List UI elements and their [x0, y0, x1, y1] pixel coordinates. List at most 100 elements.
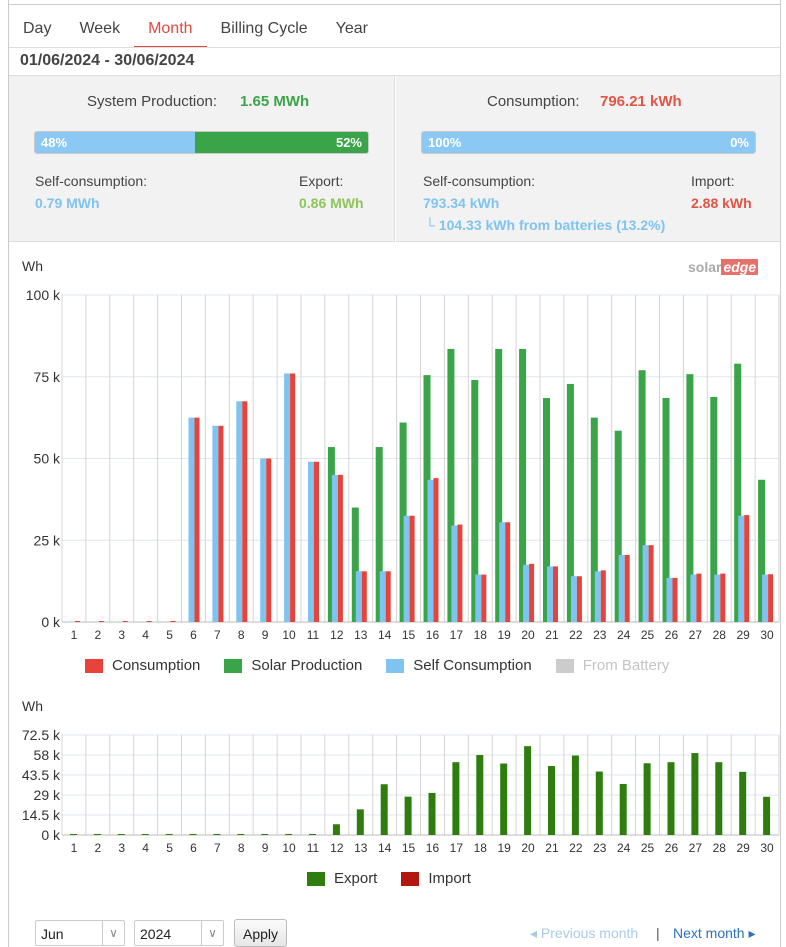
- bar-self-consumption: [379, 571, 386, 622]
- legend-label-consumption: Consumption: [112, 657, 201, 674]
- previous-month-link[interactable]: ◂ Previous month: [530, 925, 638, 942]
- bar-solar-production: [662, 398, 670, 622]
- y-tick-label: 14.5 k: [22, 807, 61, 823]
- export-label: Export:: [299, 173, 344, 189]
- x-tick-label: 20: [521, 628, 535, 642]
- legend-import[interactable]: Import: [401, 870, 471, 887]
- bar-self-consumption: [451, 525, 458, 622]
- x-tick-label: 26: [665, 841, 679, 855]
- bar-self-consumption: [284, 373, 291, 622]
- x-tick-label: 4: [142, 628, 149, 642]
- legend-label-solar-production: Solar Production: [251, 657, 363, 674]
- legend-solar-production[interactable]: Solar Production: [224, 657, 362, 674]
- bar-export: [452, 762, 460, 835]
- apply-button[interactable]: Apply: [234, 919, 288, 947]
- bar-consumption: [433, 478, 439, 622]
- legend-consumption[interactable]: Consumption: [85, 657, 200, 674]
- x-tick-label: 23: [593, 841, 607, 855]
- legend-from-battery[interactable]: From Battery: [555, 657, 669, 674]
- legend-label-self-consumption: Self Consumption: [413, 657, 532, 674]
- y-tick-label: 0 k: [41, 827, 61, 843]
- bar-self-consumption: [499, 522, 506, 622]
- triangle-left-icon: ◂: [530, 925, 541, 941]
- bar-solar-production: [327, 447, 335, 622]
- next-month-label: Next month: [673, 925, 745, 941]
- x-tick-label: 4: [142, 841, 149, 855]
- bar-self-consumption: [403, 515, 410, 622]
- bar-consumption: [457, 524, 463, 622]
- bar-self-consumption: [331, 474, 338, 622]
- bar-consumption: [314, 461, 319, 622]
- y-tick-label: 58 k: [34, 747, 61, 763]
- legend-self-consumption[interactable]: Self Consumption: [386, 657, 532, 674]
- tab-month[interactable]: Month: [134, 14, 207, 48]
- x-tick-label: 18: [474, 841, 488, 855]
- bar-solar-production: [375, 447, 383, 622]
- x-tick-label: 22: [569, 628, 583, 642]
- tab-billing-cycle[interactable]: Billing Cycle: [220, 20, 308, 37]
- x-tick-label: 10: [282, 841, 296, 855]
- bar-solar-production: [471, 380, 479, 622]
- y-tick-label: 75 k: [34, 369, 61, 385]
- production-self-label: Self-consumption:: [35, 173, 148, 189]
- production-self-value: 0.79 MWh: [35, 195, 100, 211]
- x-tick-label: 13: [354, 628, 368, 642]
- chevron-down-icon: ∨: [201, 921, 223, 945]
- tab-day[interactable]: Day: [23, 20, 52, 37]
- bar-solar-production: [399, 422, 407, 622]
- bar-export: [404, 796, 412, 835]
- x-tick-label: 12: [330, 841, 344, 855]
- bar-self-consumption: [427, 479, 434, 622]
- x-tick-label: 6: [190, 628, 197, 642]
- x-tick-label: 13: [354, 841, 368, 855]
- bar-solar-production: [638, 370, 646, 622]
- x-tick-label: 20: [521, 841, 535, 855]
- y-tick-label: 50 k: [34, 451, 61, 467]
- bar-self-consumption: [570, 576, 577, 622]
- previous-month-label: Previous month: [540, 925, 639, 941]
- y-tick-label: 72.5 k: [22, 727, 61, 743]
- bar-export: [500, 763, 508, 835]
- year-select-value: 2024: [140, 926, 172, 942]
- bar-self-consumption: [666, 577, 673, 622]
- x-tick-label: 12: [330, 628, 344, 642]
- bar-consumption: [218, 425, 224, 622]
- import-value: 2.88 kWh: [691, 195, 752, 211]
- bar-consumption: [768, 574, 774, 622]
- month-select[interactable]: Jun ∨: [35, 920, 125, 946]
- bar-self-consumption: [714, 574, 721, 622]
- battery-note: └ 104.33 kWh from batteries (13.2%): [425, 217, 665, 233]
- next-month-link[interactable]: Next month ▸: [673, 925, 756, 942]
- panel-frame: [8, 0, 781, 947]
- bar-solar-production: [734, 363, 742, 622]
- x-tick-label: 28: [713, 628, 727, 642]
- bar-self-consumption: [212, 425, 219, 622]
- chevron-down-icon: ∨: [102, 921, 124, 945]
- bar-export: [739, 771, 747, 835]
- bar-self-consumption: [547, 566, 553, 622]
- energy-summary: System Production: 1.65 MWh 48% 52% Self…: [9, 75, 780, 242]
- bar-self-consumption: [355, 571, 362, 622]
- x-tick-label: 11: [307, 628, 320, 642]
- bar-export: [667, 762, 675, 835]
- legend-label-export: Export: [334, 870, 378, 887]
- bar-self-consumption: [762, 574, 769, 622]
- consumption-self-segment: 100% 0%: [422, 132, 755, 153]
- year-select[interactable]: 2024 ∨: [134, 920, 224, 946]
- tab-week[interactable]: Week: [79, 20, 121, 37]
- x-tick-label: 25: [641, 628, 655, 642]
- bar-export: [332, 824, 340, 835]
- tab-year[interactable]: Year: [335, 20, 368, 37]
- x-tick-label: 21: [545, 841, 559, 855]
- legend-export[interactable]: Export: [307, 870, 377, 887]
- x-tick-label: 2: [95, 841, 102, 855]
- bar-solar-production: [590, 417, 598, 622]
- bar-consumption: [337, 474, 343, 622]
- chart1-legend: Consumption Solar Production Self Consum…: [85, 657, 693, 674]
- x-tick-label: 9: [262, 628, 269, 642]
- x-tick-label: 15: [402, 628, 416, 642]
- bar-consumption: [600, 570, 606, 622]
- bar-consumption: [481, 574, 487, 622]
- bar-consumption: [290, 373, 296, 622]
- bar-consumption: [409, 515, 415, 622]
